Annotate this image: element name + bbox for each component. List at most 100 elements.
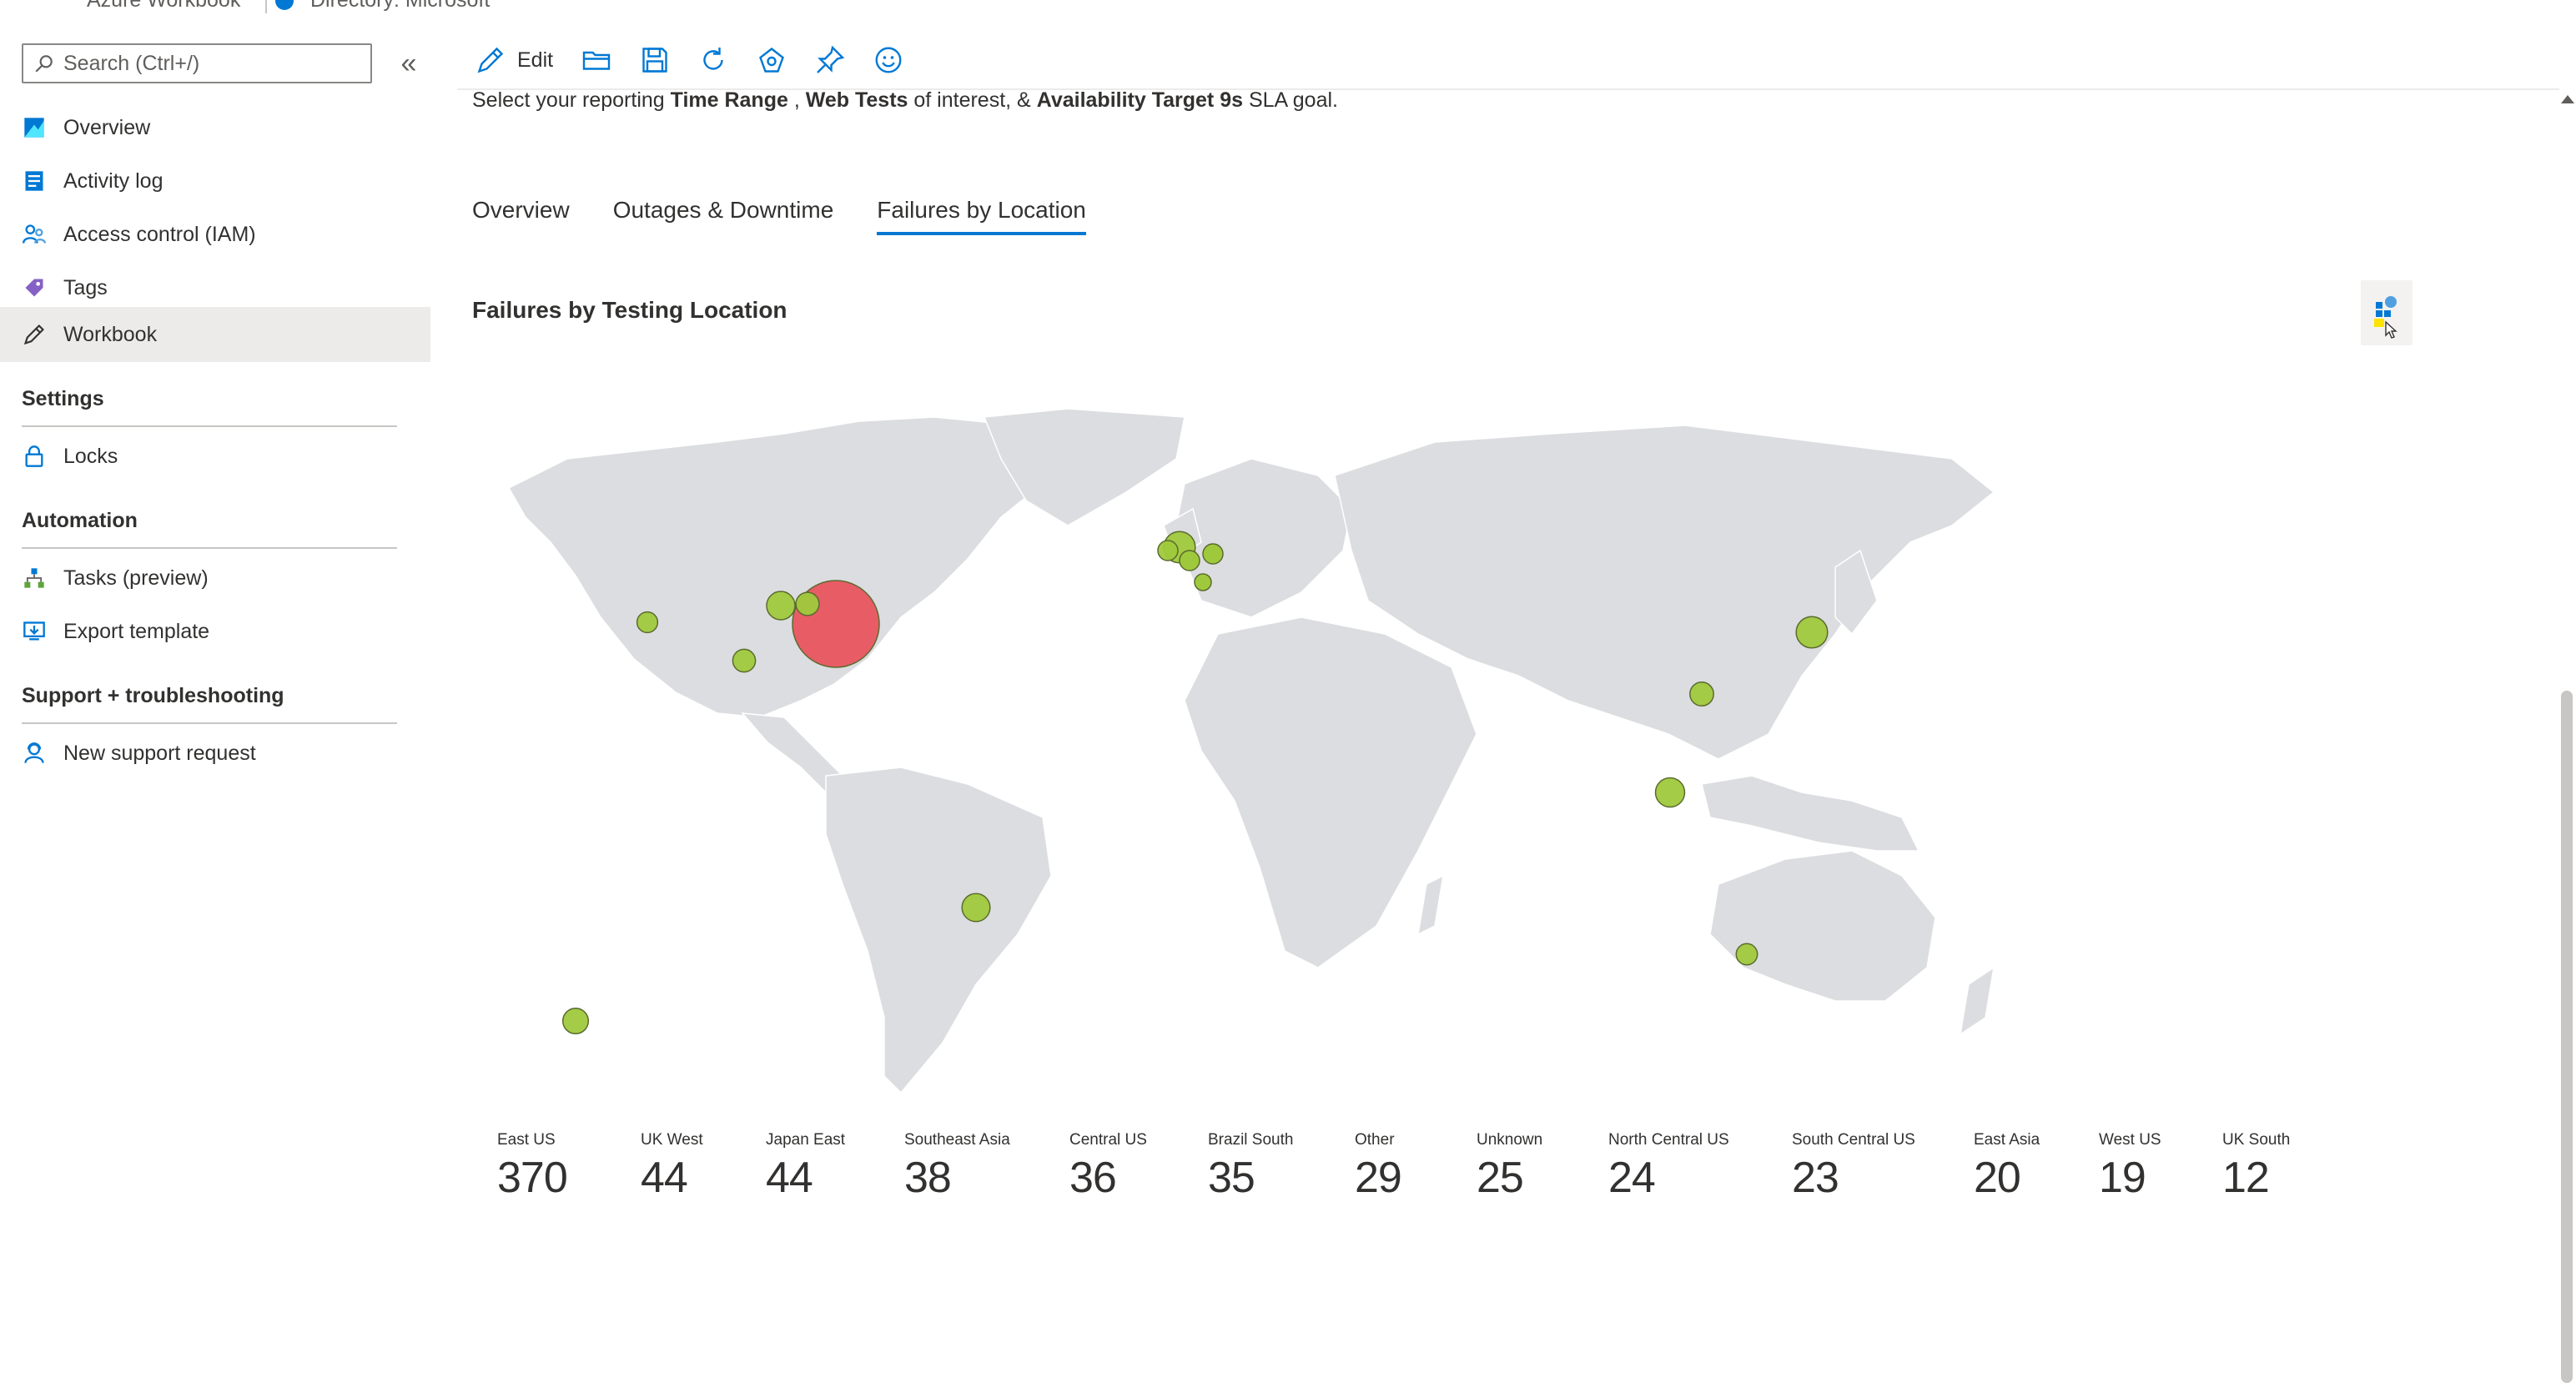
land-madagascar — [1417, 874, 1444, 936]
intro-text: Select your reporting Time Range , Web T… — [472, 88, 1338, 113]
sidebar-item-new-support-request[interactable]: New support request — [0, 727, 430, 779]
bubble-europe-1[interactable] — [1179, 550, 1200, 571]
search-input[interactable] — [63, 51, 364, 76]
bubble-north-central-us[interactable] — [795, 591, 820, 616]
bubble-europe-3[interactable] — [1194, 573, 1212, 591]
feedback-button[interactable] — [873, 40, 903, 80]
support-icon — [22, 741, 47, 766]
bubble-brazil-south[interactable] — [961, 893, 991, 923]
breadcrumb-app-name[interactable]: Azure Workbook — [87, 0, 241, 12]
section-title: Failures by Testing Location — [472, 297, 787, 323]
open-button[interactable] — [581, 40, 611, 80]
scroll-up-arrow-icon[interactable] — [2561, 95, 2574, 103]
intro-middle: of interest, & — [908, 88, 1037, 112]
stat-tile[interactable]: Unknown 25 — [1477, 1131, 1542, 1203]
save-button[interactable] — [640, 40, 670, 80]
save-icon — [642, 48, 667, 73]
stat-tile[interactable]: South Central US 23 — [1792, 1131, 1915, 1203]
stat-tile[interactable]: North Central US 24 — [1608, 1131, 1729, 1203]
scroll-thumb[interactable] — [2561, 691, 2573, 1383]
tab-outages-downtime[interactable]: Outages & Downtime — [612, 197, 834, 223]
tab-overview[interactable]: Overview — [472, 197, 570, 223]
stat-name: Japan East — [766, 1131, 846, 1149]
intro-time-range: Time Range — [670, 88, 788, 112]
intro-suffix: SLA goal. — [1243, 88, 1338, 112]
stat-tile[interactable]: Other 29 — [1355, 1131, 1402, 1203]
sidebar-item-label: New support request — [63, 741, 256, 765]
export-template-icon — [22, 619, 47, 644]
stat-value: 24 — [1608, 1154, 1656, 1202]
stat-tile[interactable]: UK West 44 — [641, 1131, 703, 1203]
sidebar-item-workbook[interactable]: Workbook — [0, 307, 430, 362]
stat-tile[interactable]: East US 370 — [497, 1131, 568, 1203]
intro-separator: , — [787, 88, 806, 112]
bubble-japan-east[interactable] — [1795, 616, 1829, 649]
share-button[interactable] — [757, 40, 787, 80]
stat-value: 20 — [1974, 1154, 2021, 1202]
land-africa — [1184, 616, 1477, 968]
sidebar-item-export-template[interactable]: Export template — [0, 606, 430, 657]
search-box[interactable] — [22, 43, 372, 83]
bubble-east-asia[interactable] — [1735, 943, 1758, 966]
share-icon — [759, 47, 785, 73]
sidebar-item-activity-log[interactable]: Activity log — [0, 155, 430, 207]
bubble-other[interactable] — [561, 1007, 590, 1035]
breadcrumb-directory: Directory: Microsoft — [310, 0, 491, 12]
edit-button[interactable]: Edit — [475, 40, 553, 80]
refresh-icon — [703, 48, 723, 70]
sidebar-item-tags[interactable]: Tags — [0, 262, 430, 314]
sidebar-item-iam[interactable]: Access control (IAM) — [0, 209, 430, 260]
stat-tile[interactable]: UK South 12 — [2222, 1131, 2290, 1203]
pin-icon — [817, 45, 845, 73]
section-divider — [22, 547, 397, 549]
pin-button[interactable] — [815, 40, 845, 80]
bubble-southeast-asia[interactable] — [1654, 777, 1686, 808]
bubble-uk-south[interactable] — [1157, 540, 1179, 561]
stat-tile[interactable]: Japan East 44 — [766, 1131, 845, 1203]
stat-value: 35 — [1208, 1154, 1255, 1202]
sidebar-item-label: Export template — [63, 619, 210, 643]
land-south-america — [825, 767, 1052, 1094]
refresh-button[interactable] — [698, 40, 728, 80]
sidebar-item-tasks[interactable]: Tasks (preview) — [0, 552, 430, 604]
bubble-central-us[interactable] — [766, 591, 796, 621]
activity-log-icon — [22, 168, 47, 194]
land-japan — [1834, 549, 1878, 636]
stat-value: 44 — [641, 1154, 688, 1202]
location-bubbles — [561, 531, 1829, 1035]
sidebar-item-label: Locks — [63, 444, 118, 468]
bubble-south-central-us[interactable] — [732, 648, 757, 673]
stat-value: 23 — [1792, 1154, 1839, 1202]
stat-tile[interactable]: Central US 36 — [1069, 1131, 1147, 1203]
breadcrumb: Azure Workbook Directory: Microsoft — [0, 0, 2576, 15]
land-masses — [507, 408, 1995, 1094]
sidebar-item-overview[interactable]: Overview — [0, 102, 430, 153]
sidebar: « Overview Activity log Access control (… — [0, 33, 430, 1383]
stat-tile[interactable]: West US 19 — [2099, 1131, 2161, 1203]
land-greenland — [983, 408, 1185, 526]
section-header-automation: Automation — [22, 509, 138, 532]
bubble-west-us[interactable] — [636, 611, 659, 634]
edit-label: Edit — [517, 48, 554, 72]
bubble-europe-2[interactable] — [1202, 543, 1224, 565]
iam-icon — [22, 222, 47, 247]
vertical-scrollbar[interactable] — [2558, 90, 2576, 1383]
stat-name: UK South — [2222, 1131, 2291, 1149]
stat-value: 12 — [2222, 1154, 2270, 1202]
bubble-unknown[interactable] — [1689, 681, 1714, 707]
feedback-smiley-icon — [875, 47, 902, 73]
stat-value: 36 — [1069, 1154, 1117, 1202]
section-header-settings: Settings — [22, 387, 104, 410]
open-analytics-button[interactable] — [2361, 280, 2412, 345]
tab-failures-by-location[interactable]: Failures by Location — [877, 197, 1086, 235]
overview-icon — [22, 115, 47, 140]
stat-value: 25 — [1477, 1154, 1524, 1202]
sidebar-item-locks[interactable]: Locks — [0, 430, 430, 482]
stat-tile[interactable]: East Asia 20 — [1974, 1131, 2040, 1203]
stat-tile[interactable]: Southeast Asia 38 — [904, 1131, 1010, 1203]
stat-name: UK West — [641, 1131, 703, 1149]
collapse-sidebar-button[interactable]: « — [400, 47, 417, 79]
land-australia — [1709, 850, 1936, 1002]
stat-tile[interactable]: Brazil South 35 — [1208, 1131, 1293, 1203]
sidebar-item-label: Activity log — [63, 168, 164, 193]
